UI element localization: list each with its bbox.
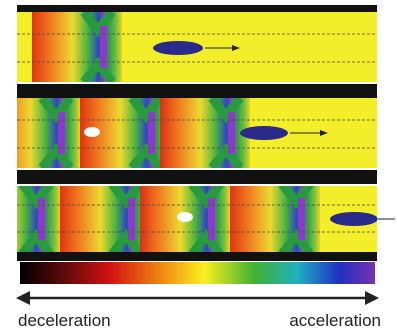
figure: deceleration acceleration <box>0 0 397 332</box>
panel-3 <box>0 184 378 254</box>
panel-2 <box>0 98 377 170</box>
left-label: deceleration <box>18 311 111 330</box>
panel-1 <box>17 12 377 84</box>
colorbar <box>20 262 375 284</box>
right-label: acceleration <box>289 311 381 330</box>
range-arrow <box>16 291 379 305</box>
